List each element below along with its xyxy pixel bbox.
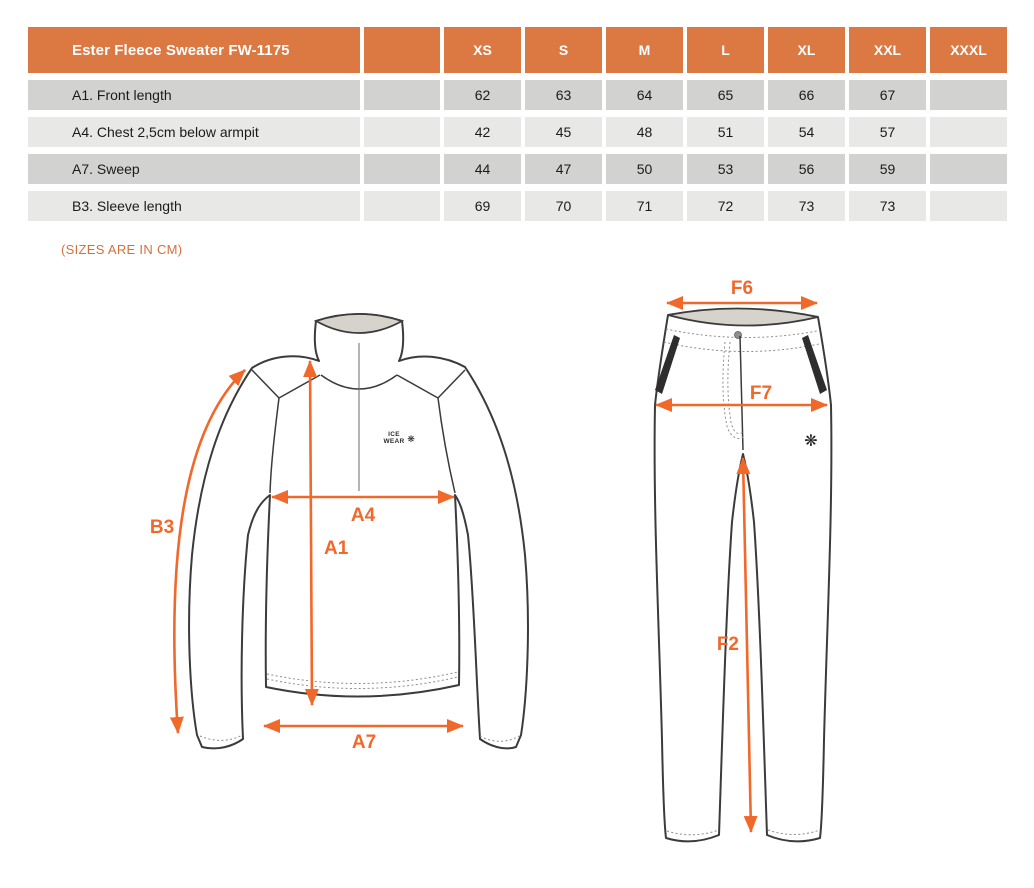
size-value: 67 bbox=[849, 80, 926, 110]
a4-measurement-label: A4 bbox=[351, 505, 376, 526]
size-value: 65 bbox=[687, 80, 764, 110]
row-label: A7. Sweep bbox=[28, 154, 360, 184]
size-column-header-xs: XS bbox=[444, 27, 521, 73]
snowflake-icon: ❋ bbox=[804, 431, 817, 450]
size-value: 63 bbox=[525, 80, 602, 110]
size-value bbox=[930, 117, 1007, 147]
size-value: 51 bbox=[687, 117, 764, 147]
size-value: 72 bbox=[687, 191, 764, 221]
size-column-header-s: S bbox=[525, 27, 602, 73]
waistband-stitch bbox=[663, 328, 820, 353]
size-value: 42 bbox=[444, 117, 521, 147]
row-label: B3. Sleeve length bbox=[28, 191, 360, 221]
collar-opening bbox=[313, 313, 405, 334]
fly-stitch bbox=[722, 341, 745, 440]
size-value: 53 bbox=[687, 154, 764, 184]
size-value bbox=[930, 80, 1007, 110]
size-value bbox=[930, 191, 1007, 221]
size-value: 71 bbox=[606, 191, 683, 221]
hem-stitch bbox=[266, 671, 459, 689]
size-column-header-xxl: XXL bbox=[849, 27, 926, 73]
size-value: 73 bbox=[849, 191, 926, 221]
center-front-seam bbox=[739, 335, 744, 451]
size-value: 54 bbox=[768, 117, 845, 147]
row-spacer bbox=[364, 80, 440, 110]
size-value: 66 bbox=[768, 80, 845, 110]
pocket-right bbox=[802, 335, 827, 394]
pants-outline bbox=[653, 308, 833, 843]
a1-arrow bbox=[303, 360, 319, 706]
size-column-header-xl: XL bbox=[768, 27, 845, 73]
size-column-header-m: M bbox=[606, 27, 683, 73]
b3-arrow bbox=[169, 369, 246, 734]
f2-arrow bbox=[736, 457, 758, 833]
row-spacer bbox=[364, 117, 440, 147]
row-label: A1. Front length bbox=[28, 80, 360, 110]
size-value: 45 bbox=[525, 117, 602, 147]
size-value: 47 bbox=[525, 154, 602, 184]
b3-measurement-label: B3 bbox=[150, 517, 174, 538]
brand-logo-line2: WEAR bbox=[383, 438, 404, 445]
a1-measurement-label: A1 bbox=[324, 538, 349, 559]
size-value: 64 bbox=[606, 80, 683, 110]
f7-measurement-label: F7 bbox=[750, 383, 772, 404]
f6-measurement-label: F6 bbox=[731, 278, 753, 299]
size-value: 70 bbox=[525, 191, 602, 221]
size-value: 62 bbox=[444, 80, 521, 110]
sizes-unit-note: (SIZES ARE IN CM) bbox=[61, 242, 183, 257]
row-label: A4. Chest 2,5cm below armpit bbox=[28, 117, 360, 147]
f2-measurement-label: F2 bbox=[717, 634, 739, 655]
size-value: 59 bbox=[849, 154, 926, 184]
hem-stitch-right-leg bbox=[767, 829, 821, 835]
brand-logo: ICE WEAR ❋ bbox=[383, 431, 415, 445]
table-header-spacer bbox=[364, 27, 440, 73]
size-column-header-l: L bbox=[687, 27, 764, 73]
sweater-diagram: ICE WEAR ❋ B3 A4 A1 A7 bbox=[150, 313, 529, 753]
a7-measurement-label: A7 bbox=[352, 732, 376, 753]
pocket-left bbox=[655, 335, 680, 394]
size-value: 57 bbox=[849, 117, 926, 147]
snowflake-icon: ❋ bbox=[407, 435, 415, 445]
size-value: 44 bbox=[444, 154, 521, 184]
size-value: 69 bbox=[444, 191, 521, 221]
size-value: 56 bbox=[768, 154, 845, 184]
table-title: Ester Fleece Sweater FW-1175 bbox=[28, 27, 360, 73]
row-spacer bbox=[364, 154, 440, 184]
brand-logo-line1: ICE bbox=[388, 431, 400, 438]
size-value: 73 bbox=[768, 191, 845, 221]
size-value: 50 bbox=[606, 154, 683, 184]
size-column-header-xxxl: XXXL bbox=[930, 27, 1007, 73]
size-table: Ester Fleece Sweater FW-1175 XS S M L XL… bbox=[28, 27, 1007, 221]
size-value: 48 bbox=[606, 117, 683, 147]
raglan-seam-right bbox=[396, 369, 466, 494]
size-value bbox=[930, 154, 1007, 184]
cuff-stitch-left bbox=[199, 734, 243, 741]
pants-diagram: ❋ F6 F7 F2 bbox=[653, 278, 833, 843]
row-spacer bbox=[364, 191, 440, 221]
